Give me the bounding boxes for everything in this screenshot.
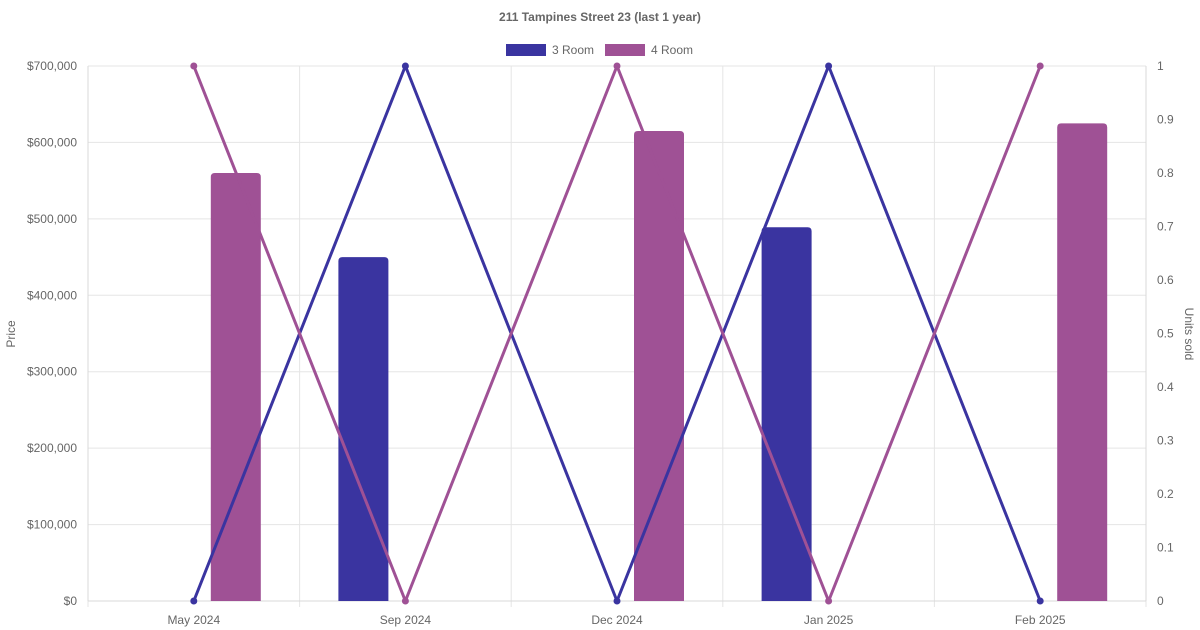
point-3-room-units-sold[interactable] [1036,597,1044,605]
x-tick-label: May 2024 [167,613,220,627]
point-3-room-units-sold[interactable] [613,597,621,605]
y-left-tick-label: $500,000 [27,212,77,226]
point-3-room-units-sold[interactable] [401,62,409,70]
y-right-tick-label: 0.8 [1157,166,1174,180]
y-right-tick-label: 0.3 [1157,434,1174,448]
y-right-tick-label: 0.7 [1157,220,1174,234]
point-4-room-units-sold[interactable] [613,62,621,70]
y-right-tick-label: 0 [1157,594,1164,608]
x-tick-label: Jan 2025 [804,613,854,627]
point-3-room-units-sold[interactable] [825,62,833,70]
point-4-room-units-sold[interactable] [401,597,409,605]
legend-item-4-room[interactable]: 4 Room [605,43,693,57]
legend: 3 Room 4 Room [506,43,693,57]
tick-labels: $0 $100,000 $200,000 $300,000 $400,000 $500,0… [27,59,1174,627]
y-right-tick-label: 0.6 [1157,273,1174,287]
bar-4-room-price[interactable] [1057,123,1108,602]
y-left-tick-label: $300,000 [27,365,77,379]
y-left-tick-label: $200,000 [27,441,77,455]
legend-item-3-room[interactable]: 3 Room [506,43,594,57]
bar-3-room-price[interactable] [761,227,812,601]
bar-3-room-price[interactable] [338,257,389,601]
lines [192,64,1042,603]
legend-swatch-3-room [506,44,546,56]
bar-4-room-price[interactable] [634,130,684,601]
y-left-tick-label: $600,000 [27,135,77,149]
y-left-tick-label: $700,000 [27,59,77,73]
y-right-tick-label: 0.1 [1157,541,1174,555]
chart-title: 211 Tampines Street 23 (last 1 year) [499,10,701,24]
x-tick-label: Feb 2025 [1015,613,1066,627]
line-3-room-units-sold [192,64,1042,603]
legend-label-4-room: 4 Room [651,43,693,57]
x-tick-label: Sep 2024 [380,613,432,627]
y-right-tick-label: 0.4 [1157,380,1174,394]
y-right-tick-label: 0.9 [1157,113,1174,127]
y-left-tick-label: $100,000 [27,518,77,532]
y-right-tick-label: 0.2 [1157,487,1174,501]
y-left-tick-label: $400,000 [27,288,77,302]
y-right-axis-title: Units sold [1182,308,1196,361]
legend-label-3-room: 3 Room [552,43,594,57]
y-right-tick-label: 0.5 [1157,327,1174,341]
y-left-tick-label: $0 [64,594,78,608]
point-3-room-units-sold[interactable] [190,597,198,605]
bar-4-room-price[interactable] [210,173,261,601]
y-right-tick-label: 1 [1157,59,1164,73]
points [190,62,1044,605]
y-left-axis-title: Price [4,320,18,348]
bars [210,123,1108,602]
legend-swatch-4-room [605,44,645,56]
x-tick-label: Dec 2024 [591,613,643,627]
line-4-room-units-sold [192,64,1042,603]
point-4-room-units-sold[interactable] [1036,62,1044,70]
point-4-room-units-sold[interactable] [190,62,198,70]
point-4-room-units-sold[interactable] [825,597,833,605]
